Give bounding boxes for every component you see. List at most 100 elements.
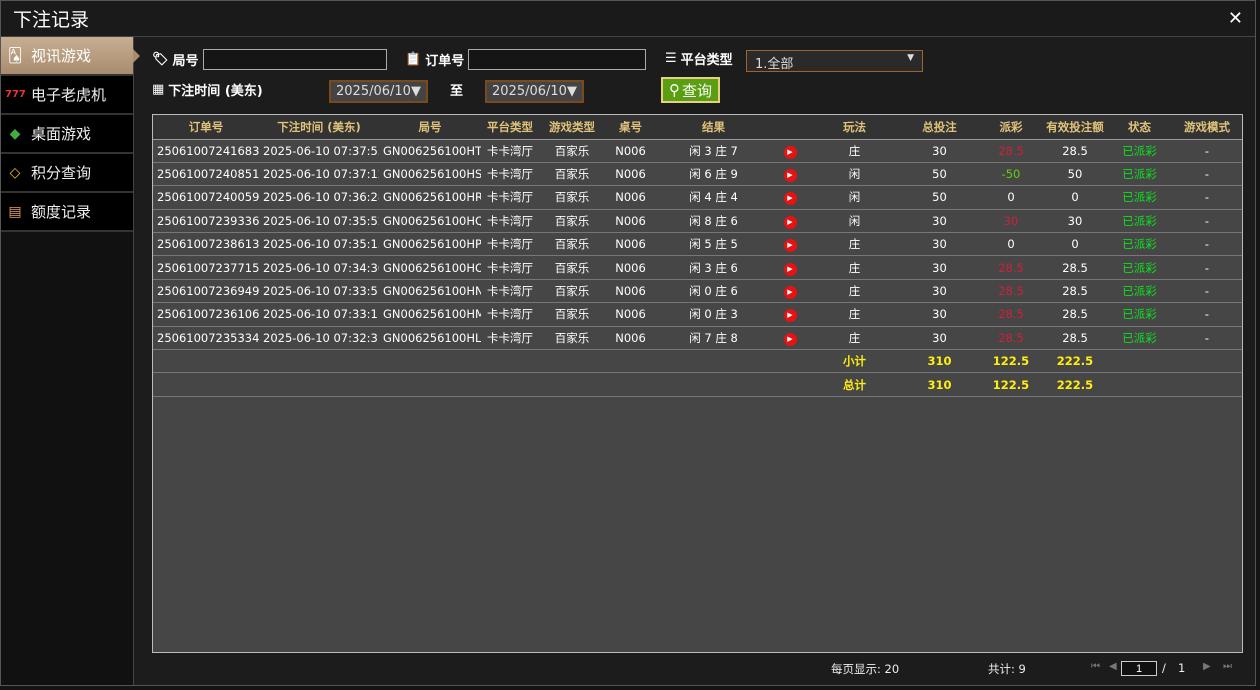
bet-time-cell: 2025-06-10 07:35:15	[259, 232, 379, 257]
payout-cell: -50	[979, 162, 1043, 187]
valid-bet-cell: 50	[1043, 162, 1107, 187]
payout-cell: 28.5	[979, 326, 1043, 351]
platform-cell: 卡卡湾厅	[481, 302, 539, 327]
table-row: 250610072386138 2025-06-10 07:35:15 GN0062…	[153, 232, 1242, 257]
sidebar-item-label: 额度记录	[31, 203, 92, 221]
column-header: 游戏类型	[539, 115, 605, 140]
bet-time-cell: 2025-06-10 07:35:52	[259, 209, 379, 234]
game-type-cell: 百家乐	[539, 279, 605, 304]
round-label: 局号	[172, 54, 199, 69]
column-header: 游戏模式	[1172, 115, 1242, 140]
platform-filter: ☰ 平台类型	[665, 49, 733, 68]
round-id-cell: GN006256100HT	[379, 139, 481, 163]
round-id-cell: GN006256100HQ	[379, 209, 481, 234]
game-type-cell: 百家乐	[539, 255, 605, 280]
empty-cell	[481, 372, 539, 397]
table-id-cell: N006	[605, 279, 656, 304]
playing-cards-icon: 🂡	[7, 47, 23, 64]
to-label: 至	[450, 84, 464, 99]
sidebar-item-credit-records[interactable]: ▤ 额度记录	[1, 193, 133, 232]
page-input[interactable]	[1121, 661, 1157, 676]
empty-cell	[481, 349, 539, 374]
column-header: 局号	[379, 115, 481, 140]
empty-cell	[656, 349, 771, 374]
bet-time-cell: 2025-06-10 07:33:11	[259, 302, 379, 327]
empty-cell	[656, 372, 771, 397]
total-bet-cell: 50	[900, 185, 979, 210]
next-page-icon[interactable]: ▶	[1203, 661, 1211, 672]
status-cell: 已派彩	[1107, 255, 1172, 280]
sidebar-item-table-games[interactable]: ◆ 桌面游戏	[1, 115, 133, 154]
table-row: 250610072369490 2025-06-10 07:33:51 GN0062…	[153, 279, 1242, 304]
search-icon: ⚲	[668, 81, 680, 99]
play-replay-icon[interactable]: ▶	[783, 262, 797, 276]
bet-time-cell: 2025-06-10 07:37:12	[259, 162, 379, 187]
game-type-cell: 百家乐	[539, 302, 605, 327]
empty-cell	[1107, 349, 1172, 374]
total-bet-cell: 30	[900, 139, 979, 163]
total-count: 共计: 9	[988, 662, 1026, 676]
bet-type-cell: 庄	[809, 326, 900, 351]
order-id-cell: 250610072408511	[153, 162, 259, 187]
platform-value: 1.全部	[755, 57, 794, 72]
platform-cell: 卡卡湾厅	[481, 232, 539, 257]
order-id-cell: 250610072377159	[153, 255, 259, 280]
play-replay-icon[interactable]: ▶	[783, 286, 797, 300]
empty-cell	[379, 349, 481, 374]
sidebar-item-live-games[interactable]: 🂡 视讯游戏	[1, 37, 140, 76]
table-id-cell: N006	[605, 162, 656, 187]
query-button[interactable]: ⚲ 查询	[661, 77, 720, 103]
page-separator: /	[1162, 661, 1166, 675]
date-from-value: 2025/06/10	[336, 84, 411, 99]
last-page-icon[interactable]: ⏭	[1223, 661, 1232, 672]
play-replay-icon[interactable]: ▶	[783, 309, 797, 323]
round-id-cell: GN006256100HO	[379, 255, 481, 280]
game-type-cell: 百家乐	[539, 232, 605, 257]
close-icon[interactable]: ✕	[1227, 8, 1243, 29]
empty-cell	[1172, 349, 1242, 374]
play-replay-icon[interactable]: ▶	[783, 169, 797, 183]
date-from-picker[interactable]: 2025/06/10 ▼	[329, 80, 428, 103]
order-input[interactable]	[468, 49, 647, 70]
play-replay-icon[interactable]: ▶	[783, 215, 797, 229]
total-bet: 310	[900, 372, 979, 397]
round-input[interactable]	[202, 49, 387, 70]
total-valid: 222.5	[1043, 372, 1107, 397]
play-replay-icon[interactable]: ▶	[783, 239, 797, 253]
table-header: 订单号 下注时间 (美东) 局号 平台类型 游戏类型 桌号 结果 玩法 总投注 派彩 有效投注额 状态…	[153, 115, 1242, 140]
game-type-cell: 百家乐	[539, 209, 605, 234]
payout-cell: 28.5	[979, 302, 1043, 327]
total-pages: 1	[1178, 661, 1186, 675]
subtotal-row: 小计 310 122.5 222.5	[153, 349, 1242, 374]
game-mode-cell: -	[1172, 139, 1242, 163]
order-id-cell: 250610072416835	[153, 139, 259, 163]
bet-type-cell: 庄	[809, 302, 900, 327]
per-page: 每页显示: 20	[831, 662, 900, 676]
date-to: 2025/06/10 ▼	[485, 80, 584, 103]
bet-type-cell: 庄	[809, 232, 900, 257]
game-type-cell: 百家乐	[539, 326, 605, 351]
empty-cell	[1172, 372, 1242, 397]
total-payout: 122.5	[979, 372, 1043, 397]
replay-cell: ▶	[771, 139, 809, 163]
order-label: 订单号	[425, 54, 465, 69]
first-page-icon[interactable]: ⏮	[1091, 661, 1100, 672]
table-id-cell: N006	[605, 302, 656, 327]
sidebar-item-slots[interactable]: 777 电子老虎机	[1, 76, 133, 115]
date-to-picker[interactable]: 2025/06/10 ▼	[485, 80, 584, 103]
platform-label: 平台类型	[680, 53, 733, 68]
status-cell: 已派彩	[1107, 209, 1172, 234]
round-filter: 🏷 局号	[152, 49, 387, 70]
prev-page-icon[interactable]: ◀	[1109, 661, 1117, 672]
platform-select[interactable]: 1.全部 ▼	[746, 50, 923, 72]
play-replay-icon[interactable]: ▶	[783, 332, 797, 346]
play-replay-icon[interactable]: ▶	[783, 145, 797, 159]
valid-bet-cell: 28.5	[1043, 302, 1107, 327]
play-replay-icon[interactable]: ▶	[783, 192, 797, 206]
bet-time-cell: 2025-06-10 07:37:55	[259, 139, 379, 163]
round-id-cell: GN006256100HN	[379, 279, 481, 304]
valid-bet-cell: 28.5	[1043, 326, 1107, 351]
sidebar-item-points[interactable]: ◇ 积分查询	[1, 154, 133, 193]
game-mode-cell: -	[1172, 302, 1242, 327]
replay-cell: ▶	[771, 232, 809, 257]
